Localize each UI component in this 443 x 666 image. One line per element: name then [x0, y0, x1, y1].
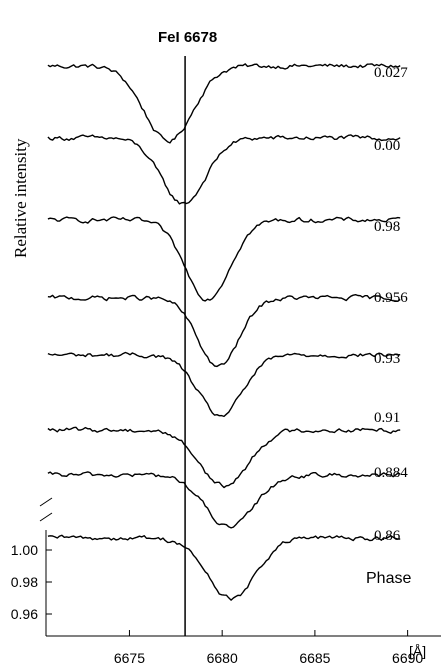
spectrum-line-phase-0-98	[47, 216, 401, 302]
phase-label: 0.00	[374, 138, 400, 154]
spectra-group	[47, 63, 401, 601]
x-tick-label: 6680	[207, 650, 238, 666]
phase-label: 0.956	[374, 290, 408, 306]
spectrum-line-phase-0-956	[47, 294, 401, 368]
axis-break-upper	[39, 497, 53, 507]
y-tick-label: 0.98	[11, 574, 38, 590]
spectrum-line-phase-0-91	[47, 426, 401, 489]
spectrum-line-phase-0-93	[47, 351, 401, 418]
chart-title: FeI 6678	[158, 29, 217, 46]
axis-break-lower	[39, 512, 53, 522]
y-tick-label: 1.00	[11, 542, 38, 558]
phase-label: 0.93	[374, 351, 400, 367]
spectrum-line-phase-0-884	[47, 471, 401, 529]
x-tick-label: 6675	[114, 650, 145, 666]
x-tick-label: 6685	[299, 650, 330, 666]
axes	[39, 497, 441, 637]
y-axis-label: Relative intensity	[11, 138, 30, 258]
spectrum-line-phase-0-86	[47, 534, 401, 601]
ticks-group: 6675 6680 6685 6690 1.00 0.98 0.96	[11, 542, 424, 666]
x-tick-label: 6690	[392, 650, 423, 666]
phase-label: 0.86	[374, 528, 401, 544]
phase-labels-group: 0.027 0.00 0.98 0.956 0.93 0.91 0.884 0.86	[374, 65, 408, 544]
phase-label: 0.027	[374, 65, 408, 81]
phase-label: 0.91	[374, 410, 400, 426]
x-axis-unit: [Å]	[409, 643, 426, 659]
phase-header: Phase	[366, 570, 411, 587]
spectrum-line-phase-0-027	[47, 63, 401, 144]
spectrum-line-phase-0-00	[47, 134, 401, 205]
phase-label: 0.884	[374, 465, 408, 481]
y-tick-label: 0.96	[11, 606, 38, 622]
phase-label: 0.98	[374, 219, 400, 235]
